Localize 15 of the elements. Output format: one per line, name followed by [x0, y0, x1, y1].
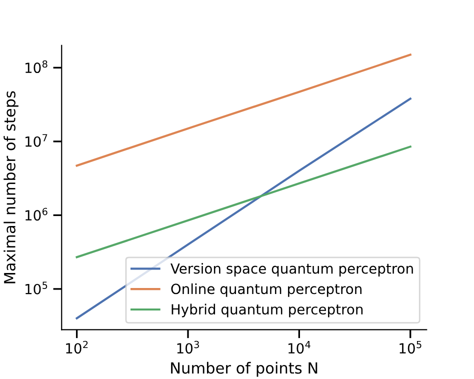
line-series — [76, 54, 412, 167]
y-tick-label: 10$^{5}$ — [26, 282, 48, 294]
legend-label: Version space quantum perceptron — [170, 263, 413, 276]
legend-label: Hybrid quantum perceptron — [172, 304, 363, 318]
y-axis-title: Maximal number of steps — [4, 91, 18, 284]
x-tick-label: 10$^{2}$ — [66, 340, 88, 354]
x-tick-label: 10$^{5}$ — [400, 340, 422, 354]
legend-label: Online quantum perceptron — [171, 283, 362, 297]
y-tick-label: 10$^{8}$ — [26, 60, 48, 74]
line-series — [76, 146, 412, 258]
x-tick-label: 10$^{3}$ — [177, 340, 199, 354]
x-axis-title: Number of points N — [171, 362, 318, 377]
y-tick-label: 10$^{6}$ — [26, 208, 48, 221]
x-tick-label: 10$^{4}$ — [288, 340, 310, 354]
y-tick-label: 10$^{7}$ — [26, 134, 48, 147]
